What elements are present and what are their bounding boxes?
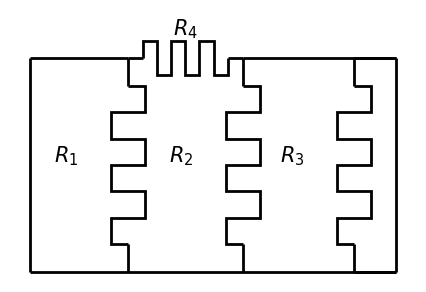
- Text: $R_4$: $R_4$: [173, 18, 198, 41]
- Text: $R_3$: $R_3$: [280, 145, 305, 168]
- Text: $R_2$: $R_2$: [170, 145, 194, 168]
- Text: $R_1$: $R_1$: [55, 145, 79, 168]
